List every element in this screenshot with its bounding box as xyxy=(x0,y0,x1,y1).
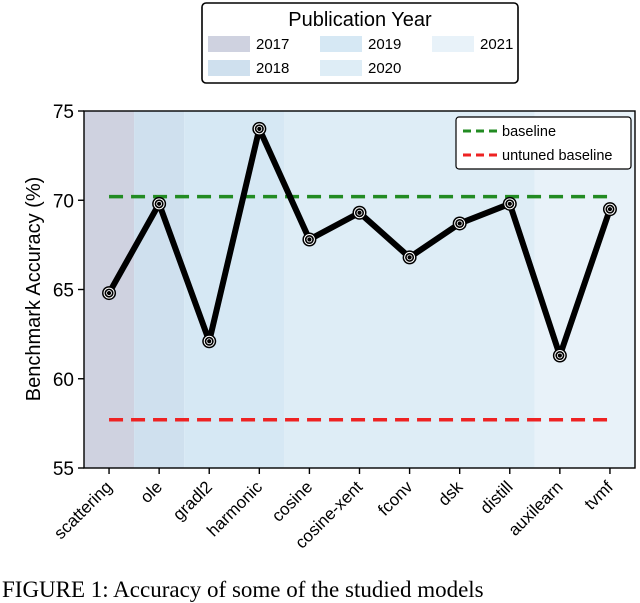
y-tick-label: 65 xyxy=(53,281,74,302)
x-tick-label-tvmf: tvmf xyxy=(581,477,617,513)
legend-label-1: untuned baseline xyxy=(502,148,612,164)
year-label-2021: 2021 xyxy=(480,36,513,53)
x-tick-label-dsk: dsk xyxy=(434,477,466,509)
data-point-auxilearn xyxy=(552,348,567,363)
y-tick-label: 70 xyxy=(53,191,74,212)
y-axis: 55 60 65 70 75 xyxy=(53,102,84,480)
data-point-cosine-xent xyxy=(352,205,367,220)
x-tick-label-distill: distill xyxy=(476,477,516,517)
y-tick-label: 60 xyxy=(53,370,74,391)
y-tick-label: 75 xyxy=(53,102,74,123)
legend-label-0: baseline xyxy=(502,124,556,140)
line-legend-box xyxy=(455,116,632,170)
data-point-ole xyxy=(152,196,167,211)
data-point-harmonic xyxy=(252,121,267,136)
data-point-cosine xyxy=(302,232,317,247)
year-legend-title: Publication Year xyxy=(288,9,432,31)
year-swatch-2017 xyxy=(208,36,250,52)
x-tick-label-fconv: fconv xyxy=(374,477,417,520)
x-tick-label-cosine: cosine xyxy=(268,477,316,525)
x-tick-label-gradl2: gradl2 xyxy=(169,477,216,524)
x-tick-label-ole: ole xyxy=(136,477,165,506)
year-label-2018: 2018 xyxy=(256,60,289,77)
data-point-gradl2 xyxy=(202,334,217,349)
year-swatch-2019 xyxy=(320,36,362,52)
year-label-2020: 2020 xyxy=(368,60,401,77)
year-legend: Publication Year 2017 2018 2019 2020 2021 xyxy=(201,2,519,84)
y-axis-label: Benchmark Accuracy (%) xyxy=(23,177,45,402)
data-point-scattering xyxy=(102,286,117,301)
series-group xyxy=(102,121,617,363)
year-swatch-2018 xyxy=(208,60,250,76)
y-tick-label: 55 xyxy=(53,459,74,480)
x-tick-label-harmonic: harmonic xyxy=(203,477,266,540)
year-label-2017: 2017 xyxy=(256,36,289,53)
year-band-2018 xyxy=(134,111,185,468)
year-bands xyxy=(84,111,635,468)
x-tick-label-scattering: scattering xyxy=(50,477,116,543)
year-label-2019: 2019 xyxy=(368,36,401,53)
line-legend: baseline untuned baseline xyxy=(455,116,632,170)
data-point-dsk xyxy=(452,216,467,231)
figure-caption: FIGURE 1: Accuracy of some of the studie… xyxy=(2,577,484,602)
year-swatch-2021 xyxy=(432,36,474,52)
x-tick-label-auxilearn: auxilearn xyxy=(504,477,566,539)
reference-lines xyxy=(109,194,615,422)
year-band-2020 xyxy=(284,111,535,468)
year-swatch-2020 xyxy=(320,60,362,76)
year-band-2019 xyxy=(184,111,285,468)
data-point-tvmf xyxy=(602,202,617,217)
data-point-fconv xyxy=(402,250,417,265)
data-point-distill xyxy=(502,196,517,211)
